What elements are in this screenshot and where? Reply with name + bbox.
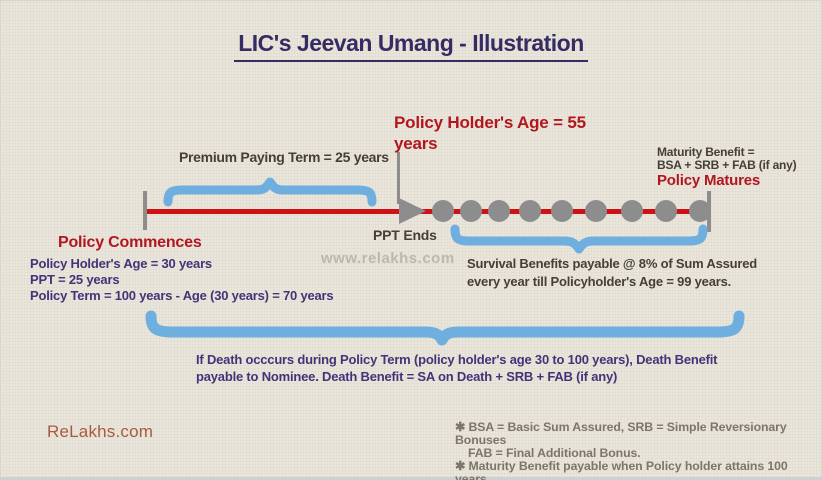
death-benefit-text: If Death occcurs during Policy Term (pol…: [196, 352, 718, 384]
survival-dot: [519, 200, 541, 222]
policy-info-line: Policy Holder's Age = 30 years: [30, 256, 212, 271]
survival-dot: [551, 200, 573, 222]
brand-logo-text: ReLakhs.com: [47, 422, 154, 441]
survival-dot: [689, 200, 711, 222]
ppt-ends-arrow-icon: [399, 198, 426, 224]
survival-dot: [488, 200, 510, 222]
ppt-ends-label: PPT Ends: [373, 227, 437, 243]
timeline-start-tick: [143, 191, 147, 230]
policy-info-line: Policy Term = 100 years - Age (30 years)…: [30, 288, 334, 303]
survival-dot: [655, 200, 677, 222]
age-55-label: Policy Holder's Age = 55 years: [394, 113, 586, 153]
survival-period-brace: [450, 224, 708, 254]
watermark: www.relakhs.com: [321, 250, 455, 267]
policy-info-block: Policy Holder's Age = 30 years PPT = 25 …: [30, 256, 334, 304]
policy-matures-label: Policy Matures: [657, 172, 761, 189]
footnotes: ✱ BSA = Basic Sum Assured, SRB = Simple …: [455, 421, 822, 480]
premium-term-brace: [163, 177, 377, 207]
footnote-line: ✱ BSA = Basic Sum Assured, SRB = Simple …: [455, 420, 787, 447]
policy-info-line: PPT = 25 years: [30, 272, 120, 287]
policy-timeline: [145, 209, 710, 214]
ppt-ends-marker-line: [397, 152, 400, 204]
maturity-benefit-block: Maturity Benefit = BSA + SRB + FAB (if a…: [657, 145, 797, 189]
maturity-benefit-line2: BSA + SRB + FAB (if any): [657, 157, 797, 172]
maturity-benefit-line1: Maturity Benefit =: [657, 145, 755, 159]
survival-benefit-text: Survival Benefits payable @ 8% of Sum As…: [467, 256, 758, 289]
survival-dot: [460, 200, 482, 222]
survival-dot: [621, 200, 643, 222]
page-title: LIC's Jeevan Umang - Illustration: [0, 30, 822, 62]
premium-term-label: Premium Paying Term = 25 years: [179, 149, 389, 165]
footnote-line: ✱ Maturity Benefit payable when Policy h…: [455, 459, 788, 480]
death-benefit-brace: [145, 310, 745, 346]
policy-commences-label: Policy Commences: [58, 234, 202, 251]
survival-dot: [432, 200, 454, 222]
footnote-line: FAB = Final Additional Bonus.: [468, 446, 641, 460]
survival-dot: [585, 200, 607, 222]
